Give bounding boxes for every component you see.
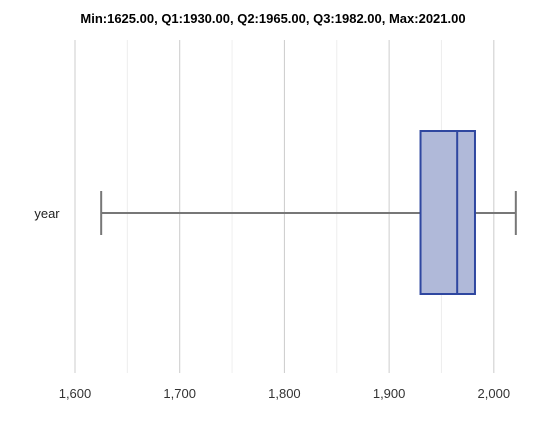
x-tick-label: 1,700 — [163, 386, 196, 401]
iqr-box — [421, 131, 475, 294]
x-tick-label: 1,900 — [373, 386, 406, 401]
box-plot — [101, 131, 516, 294]
x-tick-label: 1,800 — [268, 386, 301, 401]
x-tick-label: 1,600 — [59, 386, 92, 401]
x-tick-label: 2,000 — [478, 386, 511, 401]
category-label: year — [34, 206, 60, 221]
